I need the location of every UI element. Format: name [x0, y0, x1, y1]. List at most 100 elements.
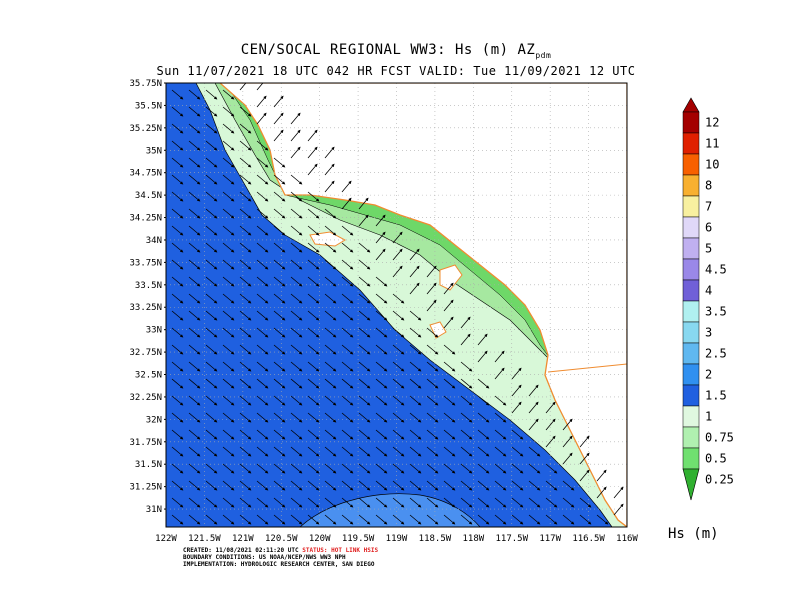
colorbar-swatch: [682, 342, 700, 365]
wave-arrow: [358, 497, 371, 508]
wave-arrow: [426, 327, 439, 338]
wave-arrow: [188, 412, 201, 423]
wave-arrow: [307, 463, 320, 474]
lon-label: 116.5W: [572, 534, 605, 544]
map-subtitle: Sun 11/07/2021 18 UTC 042 HR FCST VALID:…: [156, 64, 636, 78]
wave-arrow: [188, 497, 201, 508]
wave-arrow: [205, 446, 218, 457]
wave-arrow: [188, 327, 201, 338]
wave-arrow: [188, 89, 201, 100]
lon-label: 118W: [462, 534, 484, 544]
wave-arrow: [341, 327, 354, 338]
wave-arrow: [579, 497, 592, 508]
wave-arrow: [239, 208, 252, 219]
wave-arrow: [341, 395, 354, 406]
wave-arrow: [205, 293, 218, 304]
colorbar-unit-label: Hs (m): [668, 526, 719, 542]
wave-arrow: [171, 89, 184, 100]
wave-arrow: [171, 361, 184, 372]
wave-arrow: [545, 463, 558, 474]
wave-arrow: [307, 514, 320, 525]
wave-arrow: [188, 225, 201, 236]
wave-arrow: [188, 157, 201, 168]
wave-arrow: [341, 429, 354, 440]
wave-arrow: [222, 310, 235, 321]
wave-arrow: [324, 514, 337, 525]
wave-arrow: [375, 446, 388, 457]
colorbar-label: 5: [705, 242, 712, 256]
lat-label: 33.75N: [129, 258, 162, 268]
wave-arrow: [324, 276, 337, 287]
wave-arrow: [222, 123, 235, 134]
wave-arrow: [256, 480, 269, 491]
wave-arrow: [307, 310, 320, 321]
wave-arrow: [188, 293, 201, 304]
wave-arrow: [256, 174, 269, 185]
wave-arrow: [222, 514, 235, 525]
wave-arrow: [545, 435, 556, 448]
wave-arrow: [239, 83, 247, 91]
colorbar-swatch: [682, 300, 700, 323]
colorbar-swatch: [682, 363, 700, 386]
wave-arrow: [324, 327, 337, 338]
wave-arrow: [443, 316, 454, 329]
wave-arrow: [443, 514, 456, 525]
wave-arrow: [171, 157, 184, 168]
wave-arrow: [273, 344, 286, 355]
wave-arrow: [205, 157, 218, 168]
wave-arrow: [341, 412, 354, 423]
wave-arrow: [324, 497, 337, 508]
wave-arrow: [307, 146, 318, 159]
wave-arrow: [392, 497, 405, 508]
wave-arrow: [222, 463, 235, 474]
wave-arrow: [188, 395, 201, 406]
wave-arrow: [409, 480, 422, 491]
wave-arrow: [222, 480, 235, 491]
wave-arrow: [545, 418, 556, 431]
colorbar-label: 10: [705, 158, 719, 172]
wave-arrow: [341, 514, 354, 525]
lat-label: 32.5N: [135, 371, 162, 381]
wave-arrow: [341, 446, 354, 457]
wave-arrow: [205, 412, 218, 423]
wave-arrow: [511, 480, 524, 491]
lon-label: 118.5W: [419, 534, 452, 544]
wave-arrow: [222, 89, 235, 100]
wave-arrow: [188, 344, 201, 355]
wave-arrow: [290, 310, 303, 321]
lon-label: 117W: [539, 534, 561, 544]
wave-arrow: [239, 514, 252, 525]
wave-arrow: [443, 344, 456, 355]
wave-arrow: [222, 242, 235, 253]
wave-arrow: [460, 514, 473, 525]
wave-arrow: [307, 344, 320, 355]
wave-arrow: [307, 378, 320, 389]
wave-arrow: [511, 384, 522, 397]
wave-arrow: [375, 361, 388, 372]
wave-arrow: [358, 293, 371, 304]
wave-arrow: [256, 514, 269, 525]
wave-arrow: [596, 486, 607, 499]
wave-arrow: [239, 140, 252, 151]
wave-arrow: [171, 174, 184, 185]
wave-arrow: [171, 293, 184, 304]
colorbar-swatch: [682, 384, 700, 407]
lon-label: 117.5W: [495, 534, 528, 544]
wave-arrow: [579, 452, 590, 465]
wave-arrow: [188, 242, 201, 253]
wave-arrow: [545, 514, 558, 525]
wave-arrow: [409, 463, 422, 474]
wave-arrow: [290, 293, 303, 304]
wave-arrow: [307, 242, 320, 253]
wave-arrow: [358, 514, 371, 525]
colorbar-swatch: [682, 447, 700, 470]
border-line: [547, 363, 627, 373]
wave-arrow: [460, 429, 473, 440]
wave-arrow: [426, 412, 439, 423]
wave-arrow: [426, 361, 439, 372]
wave-arrow: [341, 310, 354, 321]
colorbar-label: 1: [705, 410, 712, 424]
wave-arrow: [443, 463, 456, 474]
wave-arrow: [358, 344, 371, 355]
wave-arrow: [256, 412, 269, 423]
